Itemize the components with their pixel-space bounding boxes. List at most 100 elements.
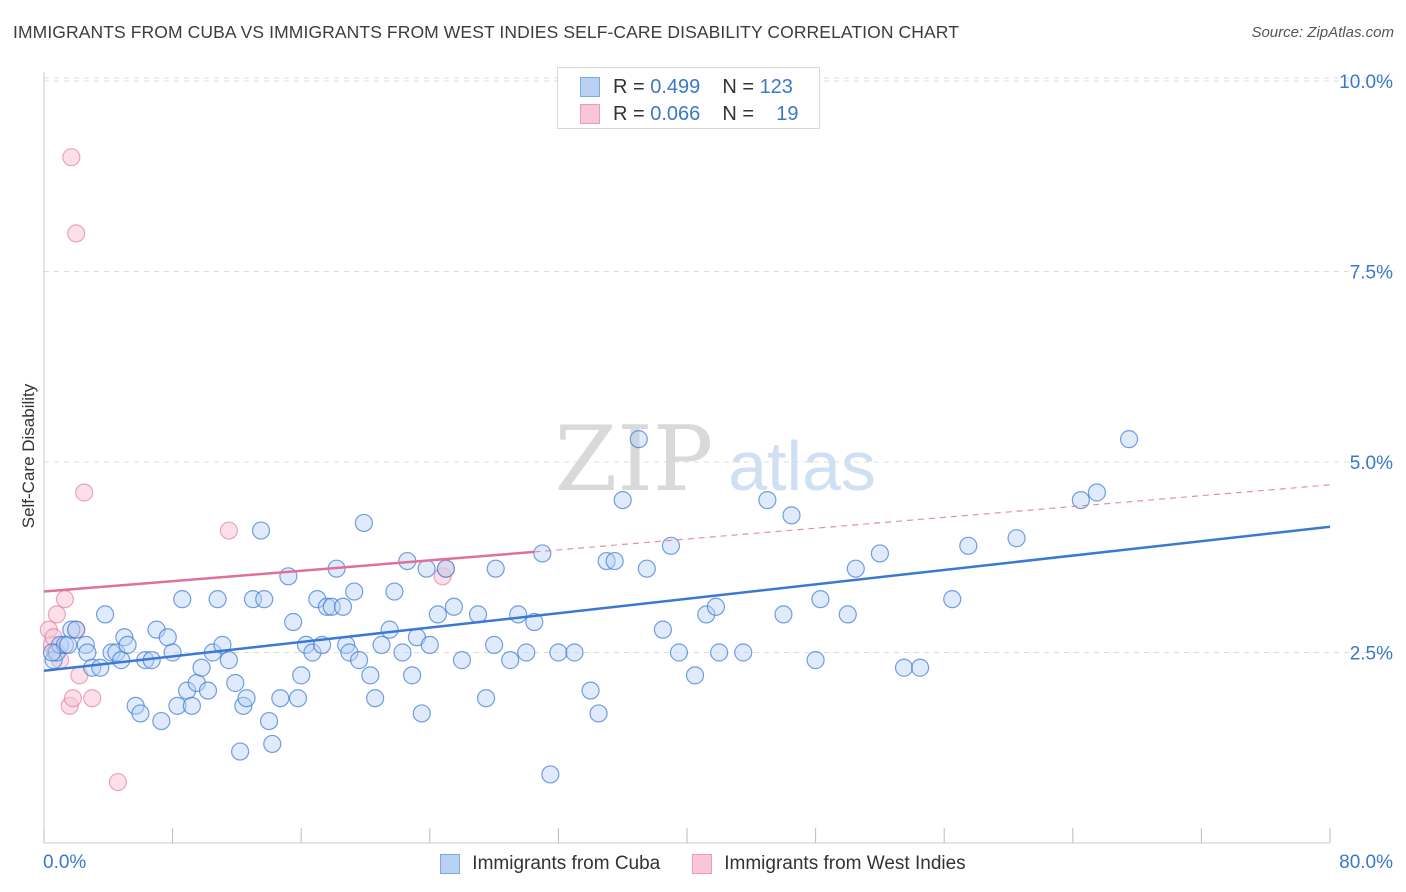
cuba-point-87	[533, 544, 552, 563]
cuba-point-102	[697, 605, 716, 624]
west-indies-point-13	[67, 224, 86, 243]
cuba-point-100	[669, 643, 689, 662]
cuba-point-88	[541, 765, 560, 784]
cuba-point-63	[361, 666, 380, 685]
legend-item-cuba: Immigrants from Cuba	[440, 853, 660, 875]
cuba-point-4	[59, 635, 78, 654]
cuba-point-62	[354, 513, 373, 533]
west-indies-point-4	[47, 605, 66, 624]
cuba-r-label: R =	[613, 75, 645, 98]
cuba-point-94	[605, 551, 624, 571]
cuba-point-83	[501, 651, 520, 670]
cuba-point-113	[870, 544, 890, 563]
cuba-point-104	[710, 643, 729, 662]
cuba-point-66	[380, 620, 399, 639]
cuba-point-64	[366, 689, 385, 708]
cuba-n-value: 123	[759, 75, 793, 98]
cuba-point-98	[653, 620, 672, 639]
y-tick-label-2: 7.5%	[1350, 263, 1393, 284]
cuba-point-65	[372, 635, 391, 654]
west-indies-trend-extension	[534, 484, 1331, 553]
y-tick-label-3: 10.0%	[1339, 72, 1393, 93]
cuba-swatch	[580, 77, 600, 97]
watermark-zip: ZIP	[555, 407, 714, 512]
cuba-point-43	[259, 711, 279, 731]
cuba-point-16	[118, 635, 137, 654]
cuba-point-25	[168, 696, 187, 715]
cuba-point-22	[152, 711, 171, 731]
cuba-point-41	[251, 521, 271, 540]
series-legend: Immigrants from Cuba Immigrants from Wes…	[0, 851, 1406, 877]
cuba-point-68	[393, 643, 412, 662]
legend-cuba-swatch	[440, 854, 461, 874]
cuba-point-5	[62, 620, 81, 639]
cuba-point-48	[288, 689, 308, 708]
cuba-point-59	[340, 643, 359, 662]
legend-west-indies-swatch	[692, 854, 713, 874]
west-indies-point-15	[108, 772, 128, 792]
cuba-point-77	[444, 597, 464, 616]
cuba-point-75	[428, 605, 447, 624]
west-indies-trend-line	[43, 550, 535, 593]
cuba-point-82	[486, 559, 505, 578]
cuba-point-116	[943, 590, 962, 609]
cuba-point-26	[173, 590, 192, 609]
cuba-point-23	[158, 628, 177, 647]
cuba-point-12	[102, 643, 121, 662]
cuba-point-109	[806, 651, 825, 670]
cuba-point-39	[237, 689, 256, 708]
y-tick-label-1: 5.0%	[1350, 453, 1393, 474]
y-axis-title: Self-Care Disability	[19, 383, 38, 529]
trend-lines	[43, 484, 1331, 673]
west-indies-swatch	[580, 104, 600, 124]
cuba-point-97	[637, 559, 656, 578]
cuba-point-112	[846, 559, 865, 578]
cuba-point-96	[629, 430, 648, 449]
cuba-point-120	[1087, 483, 1107, 502]
wi-n-value: 19	[776, 102, 799, 125]
cuba-point-95	[613, 491, 632, 510]
cuba-point-10	[91, 658, 110, 677]
cuba-point-28	[182, 696, 201, 715]
cuba-point-122	[42, 643, 62, 662]
cuba-point-111	[838, 605, 857, 624]
west-indies-point-12	[62, 148, 81, 167]
cuba-point-44	[263, 734, 282, 754]
cuba-point-74	[420, 635, 439, 654]
cuba-point-52	[308, 590, 327, 609]
legend-item-west-indies: Immigrants from West Indies	[692, 853, 966, 875]
cuba-n-label: N =	[722, 75, 754, 98]
cuba-point-60	[345, 582, 364, 601]
cuba-point-85	[517, 643, 536, 662]
cuba-r-value: 0.499	[650, 75, 701, 98]
west-indies-point-14	[75, 483, 94, 502]
cuba-points	[42, 430, 1139, 784]
cuba-point-33	[208, 590, 227, 609]
cuba-point-89	[549, 643, 568, 662]
cuba-point-101	[685, 666, 705, 685]
cuba-point-24	[163, 643, 182, 662]
legend-row-west-indies: R = 0.066 N = 19	[580, 102, 798, 126]
watermark: ZIP atlas	[555, 407, 876, 512]
axes	[43, 72, 1331, 844]
wi-r-value: 0.066	[650, 102, 701, 125]
cuba-point-108	[782, 506, 801, 525]
cuba-point-99	[661, 536, 681, 555]
x-tick-label-max: 80.0%	[1339, 852, 1393, 873]
cuba-point-7	[76, 635, 95, 654]
cuba-point-80	[476, 689, 496, 708]
watermark-atlas: atlas	[728, 427, 876, 505]
cuba-point-61	[349, 651, 369, 670]
cuba-point-118	[1007, 529, 1026, 548]
cuba-point-67	[385, 582, 404, 601]
cuba-point-31	[198, 681, 218, 700]
cuba-point-11	[95, 605, 115, 624]
west-indies-point-8	[63, 689, 83, 708]
gridlines	[44, 77, 1395, 653]
cuba-point-121	[1119, 430, 1139, 449]
wi-r-label: R =	[613, 102, 645, 125]
west-indies-point-6	[55, 590, 74, 609]
west-indies-point-16	[219, 521, 238, 540]
cuba-point-81	[485, 635, 504, 654]
cuba-point-119	[1071, 491, 1090, 510]
